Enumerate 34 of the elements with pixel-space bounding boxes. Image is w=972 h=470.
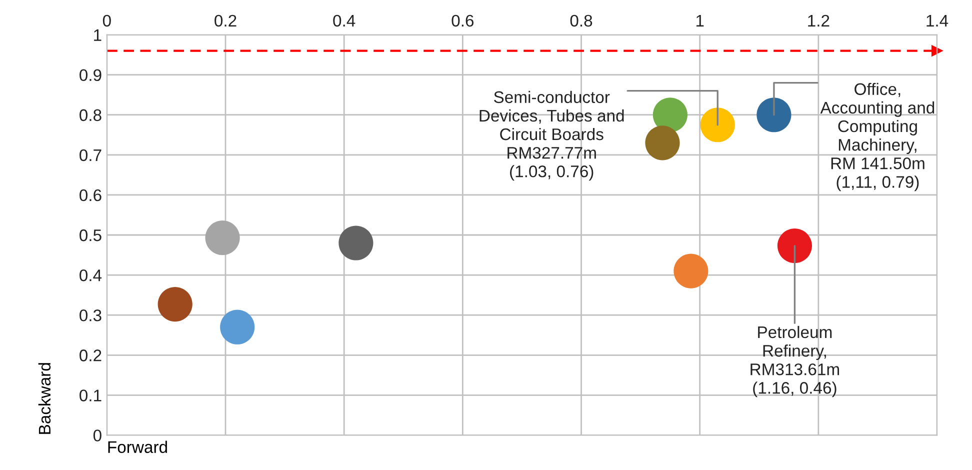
x-axis-title: Forward <box>108 440 167 454</box>
y-tick-label: 0.9 <box>80 69 102 82</box>
point <box>158 286 192 322</box>
y-tick-label: 0.1 <box>80 390 102 402</box>
point <box>777 228 812 264</box>
point <box>756 98 792 132</box>
annotation: Office, Accounting and Computing Machinery, RM 141.50m (1,11, 0.79) <box>820 82 934 192</box>
y-tick-label: 0.3 <box>80 309 102 322</box>
y-tick-label: 1 <box>94 29 102 41</box>
y-tick-label: 0.6 <box>80 189 102 202</box>
x-tick-label: 1.2 <box>808 14 830 26</box>
annotation: Semi-conductor Devices, Tubes and Circuit Boards RM327.77m (1.03, 0.76) <box>480 90 624 181</box>
y-tick-label: 0.5 <box>80 229 102 242</box>
x-tick-label: 0.6 <box>452 14 474 27</box>
y-tick-label: 0.4 <box>80 269 102 282</box>
x-tick-label: 0 <box>102 14 111 27</box>
annotation: Petroleum Refinery, RM313.61m (1.16, 0.46) <box>750 326 839 398</box>
point <box>205 220 240 256</box>
point <box>674 254 708 288</box>
x-tick-label: 0.4 <box>333 14 356 27</box>
y-tick-label: 0 <box>93 430 102 442</box>
y-axis-title: Backward <box>38 363 51 434</box>
x-tick-label: 1 <box>696 14 704 26</box>
point <box>338 226 374 260</box>
point <box>645 126 680 160</box>
x-tick-label: 1.4 <box>926 14 948 26</box>
y-tick-label: 0.2 <box>80 350 102 362</box>
x-tick-label: 0.8 <box>570 14 592 27</box>
point <box>220 310 255 344</box>
point <box>700 108 735 142</box>
x-tick-label: 0.2 <box>214 14 236 27</box>
y-tick-label: 0.8 <box>80 109 102 122</box>
y-tick-label: 0.7 <box>80 149 102 162</box>
point <box>652 98 688 132</box>
